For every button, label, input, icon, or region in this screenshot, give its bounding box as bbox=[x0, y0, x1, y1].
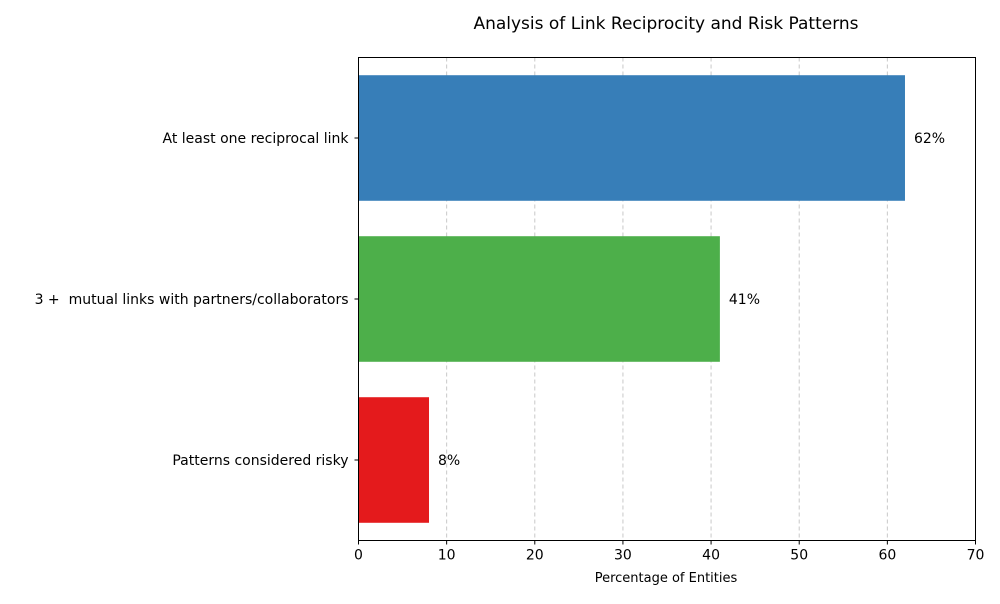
bar bbox=[358, 75, 905, 201]
y-tick-label: At least one reciprocal link bbox=[162, 131, 349, 147]
bar bbox=[358, 397, 430, 523]
data-label: 8% bbox=[438, 453, 460, 469]
x-tick-label: 30 bbox=[614, 548, 632, 564]
data-label: 41% bbox=[729, 292, 760, 308]
x-axis-label: Percentage of Entities bbox=[595, 571, 738, 586]
data-label: 62% bbox=[914, 131, 945, 147]
x-tick-label: 40 bbox=[702, 548, 720, 564]
y-tick-label: Patterns considered risky bbox=[172, 453, 348, 469]
x-tick-label: 0 bbox=[354, 548, 363, 564]
x-tick-label: 70 bbox=[967, 548, 985, 564]
y-tick-label: 3 + mutual links with partners/collabora… bbox=[35, 292, 349, 308]
x-tick-label: 60 bbox=[878, 548, 896, 564]
x-tick-label: 20 bbox=[526, 548, 544, 564]
x-tick-label: 50 bbox=[790, 548, 808, 564]
x-tick-label: 10 bbox=[438, 548, 456, 564]
chart-title: Analysis of Link Reciprocity and Risk Pa… bbox=[473, 14, 858, 34]
bar bbox=[358, 236, 720, 362]
